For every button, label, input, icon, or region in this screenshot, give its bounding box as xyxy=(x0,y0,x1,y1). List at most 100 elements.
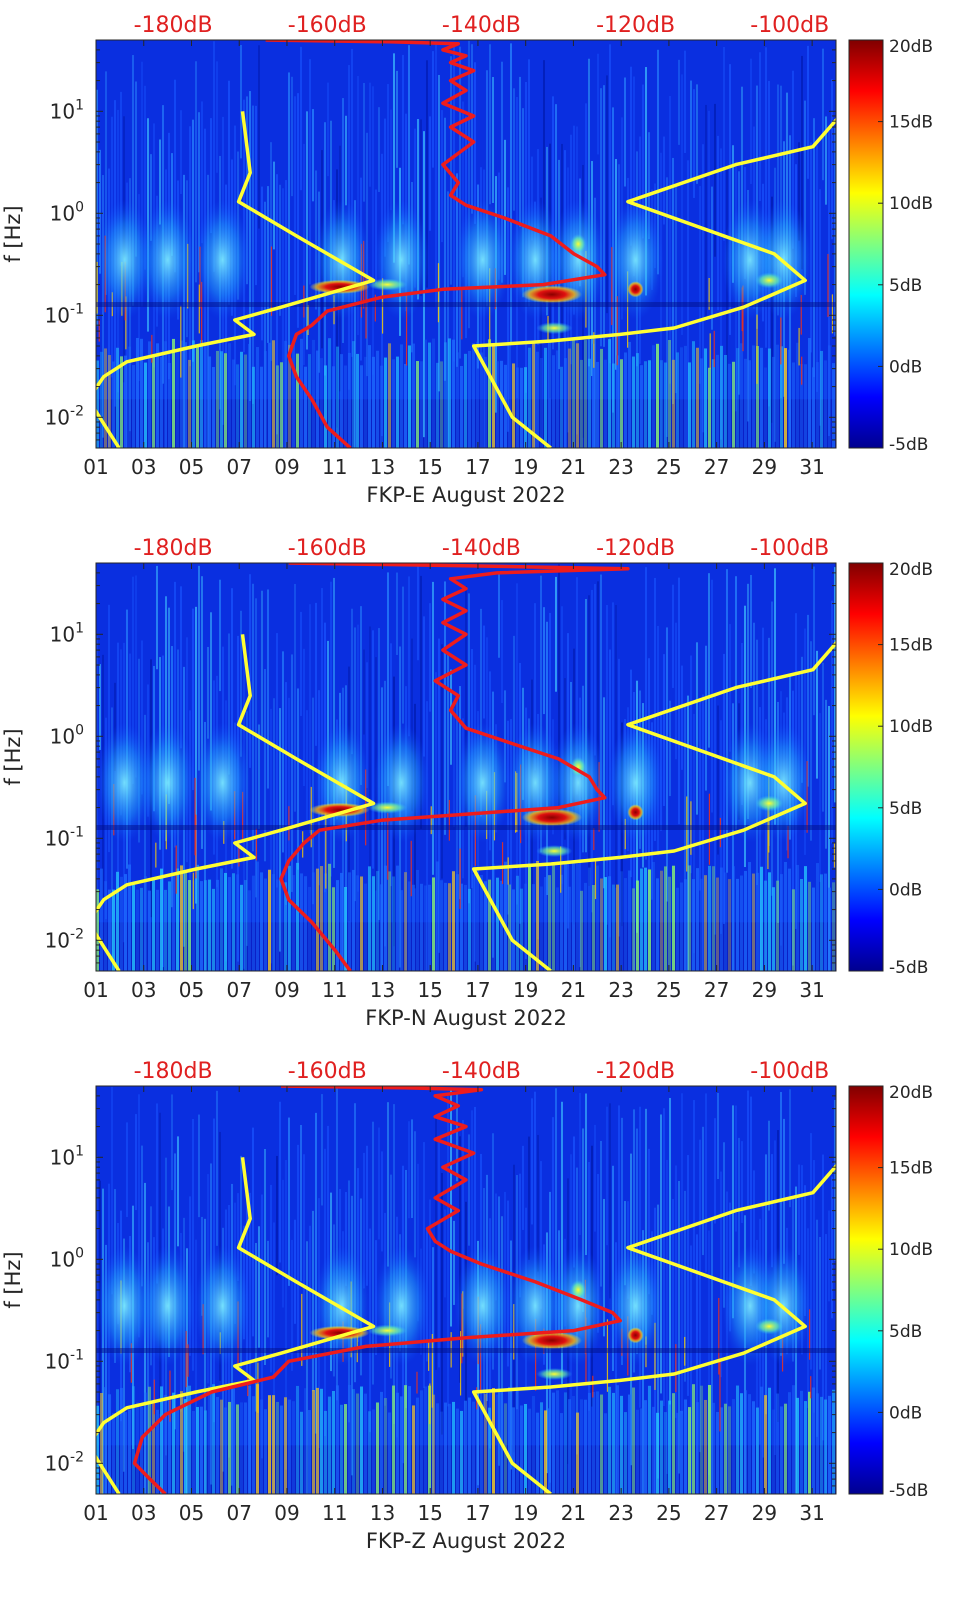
y-tick-label: 101 xyxy=(50,620,84,646)
x-tick-label: 07 xyxy=(226,978,251,1002)
spectrogram-panel-2: 01 03 05 07 09 11 13 15 17 19 21 23 25 27 29 31FKP-N Au… xyxy=(1,536,933,1034)
x-tick-label: 25 xyxy=(656,1501,681,1525)
x-tick-label: 29 xyxy=(752,1501,777,1525)
x-tick-label: 31 xyxy=(799,1501,824,1525)
x-tick-label: 07 xyxy=(226,1501,251,1525)
x-tick-label: 23 xyxy=(608,1501,633,1525)
x-tick-label: 01 xyxy=(83,978,108,1002)
top-db-tick-label: -140dB xyxy=(442,1059,521,1084)
x-axis-title: FKP-E August 2022 xyxy=(366,483,565,507)
colorbar-gradient xyxy=(849,563,883,971)
colorbar-label: 20dB xyxy=(889,37,933,57)
colorbar-label: 15dB xyxy=(889,113,933,133)
x-tick-label: 07 xyxy=(226,455,251,479)
y-tick-label: 100 xyxy=(50,199,84,225)
y-tick-label: 10-1 xyxy=(45,824,84,850)
colorbar-gradient xyxy=(849,40,883,448)
x-tick-label: 13 xyxy=(370,1501,395,1525)
x-axis-title: FKP-Z August 2022 xyxy=(366,1529,566,1553)
colorbar-label: 10dB xyxy=(889,717,933,737)
y-tick-label: 100 xyxy=(50,1245,84,1271)
x-tick-label: 03 xyxy=(131,1501,156,1525)
colorbar-label: 15dB xyxy=(889,1159,933,1179)
spectrogram-figure: 01 03 05 07 09 11 13 15 17 19 21 23 25 27 29 31 FKP-E Au… xyxy=(0,0,962,1599)
hot-patch xyxy=(627,804,643,820)
x-tick-label: 05 xyxy=(179,455,204,479)
colorbar-label: 5dB xyxy=(889,799,922,819)
hot-patch xyxy=(627,1327,643,1343)
x-tick-label: 27 xyxy=(704,1501,729,1525)
colorbar-label: 0dB xyxy=(889,1403,922,1423)
colorbar: 20dB 15dB 10dB 5dB 0dB -5dB xyxy=(849,1083,933,1501)
top-db-tick-label: -160dB xyxy=(288,13,367,38)
y-tick-label: 10-1 xyxy=(45,301,84,327)
top-db-tick-label: -180dB xyxy=(134,536,213,561)
y-tick-label: 10-2 xyxy=(45,926,84,952)
x-tick-label: 19 xyxy=(513,978,538,1002)
x-tick-label: 17 xyxy=(465,1501,490,1525)
spectrogram-panel-3: 01 03 05 07 09 11 13 15 17 19 21 23 25 27 29 31 FKP-Z Au… xyxy=(1,1059,933,1556)
colorbar: 20dB 15dB 10dB 5dB 0dB -5dB xyxy=(849,560,933,978)
top-db-tick-label: -100dB xyxy=(750,13,829,38)
x-tick-label: 17 xyxy=(465,455,490,479)
x-tick-label: 29 xyxy=(752,978,777,1002)
y-tick-label: 101 xyxy=(50,1143,84,1169)
x-axis-title: FKP-N August 2022 xyxy=(365,1006,567,1030)
x-tick-label: 13 xyxy=(370,978,395,1002)
x-tick-label: 01 xyxy=(83,1501,108,1525)
y-tick-label: 10-2 xyxy=(45,1449,84,1475)
x-tick-label: 09 xyxy=(274,1501,299,1525)
x-tick-label: 21 xyxy=(561,1501,586,1525)
colorbar-label: -5dB xyxy=(889,435,928,455)
x-tick-label: 11 xyxy=(322,455,347,479)
x-tick-label: 01 xyxy=(83,455,108,479)
x-tick-label: 17 xyxy=(465,978,490,1002)
x-tick-label: 13 xyxy=(370,455,395,479)
top-db-tick-label: -120dB xyxy=(596,536,675,561)
x-tick-label: 23 xyxy=(608,978,633,1002)
x-tick-label: 25 xyxy=(656,455,681,479)
y-tick-label: 10-1 xyxy=(45,1347,84,1373)
x-tick-label: 19 xyxy=(513,1501,538,1525)
x-tick-label: 05 xyxy=(179,1501,204,1525)
x-tick-label: 27 xyxy=(704,455,729,479)
x-tick-label: 11 xyxy=(322,1501,347,1525)
y-tick-label: 100 xyxy=(50,722,84,748)
top-db-tick-label: -100dB xyxy=(750,1059,829,1084)
x-tick-label: 05 xyxy=(179,978,204,1002)
colorbar-label: 0dB xyxy=(889,357,922,377)
colorbar-label: 15dB xyxy=(889,636,933,656)
top-db-tick-label: -180dB xyxy=(134,13,213,38)
colorbar: 20dB 15dB 10dB 5dB 0dB -5dB xyxy=(849,37,933,455)
x-tick-label: 09 xyxy=(274,455,299,479)
x-tick-label: 29 xyxy=(752,455,777,479)
hot-patch xyxy=(755,795,783,811)
x-tick-label: 25 xyxy=(656,978,681,1002)
colorbar-label: -5dB xyxy=(889,1481,928,1501)
hot-patch xyxy=(755,1318,783,1334)
colorbar-label: 5dB xyxy=(889,276,922,296)
x-tick-label: 09 xyxy=(274,978,299,1002)
top-db-tick-label: -140dB xyxy=(442,536,521,561)
x-tick-label: 31 xyxy=(799,978,824,1002)
y-axis-title: f [Hz] xyxy=(1,1251,25,1308)
x-tick-label: 21 xyxy=(561,455,586,479)
y-tick-label: 10-2 xyxy=(45,403,84,429)
x-tick-label: 31 xyxy=(799,455,824,479)
colorbar-label: 10dB xyxy=(889,194,933,214)
colorbar-gradient xyxy=(849,1086,883,1494)
y-axis-title: f [Hz] xyxy=(1,205,25,262)
hot-patch xyxy=(536,322,572,334)
top-db-tick-label: -120dB xyxy=(596,1059,675,1084)
x-tick-label: 03 xyxy=(131,455,156,479)
hot-patch xyxy=(522,285,582,303)
top-db-tick-label: -180dB xyxy=(134,1059,213,1084)
x-tick-label: 15 xyxy=(417,455,442,479)
x-tick-label: 15 xyxy=(417,1501,442,1525)
x-tick-label: 23 xyxy=(608,455,633,479)
colorbar-label: -5dB xyxy=(889,958,928,978)
top-db-tick-label: -160dB xyxy=(288,536,367,561)
colorbar-label: 10dB xyxy=(889,1240,933,1260)
x-tick-label: 21 xyxy=(561,978,586,1002)
hot-patch xyxy=(536,1368,572,1380)
